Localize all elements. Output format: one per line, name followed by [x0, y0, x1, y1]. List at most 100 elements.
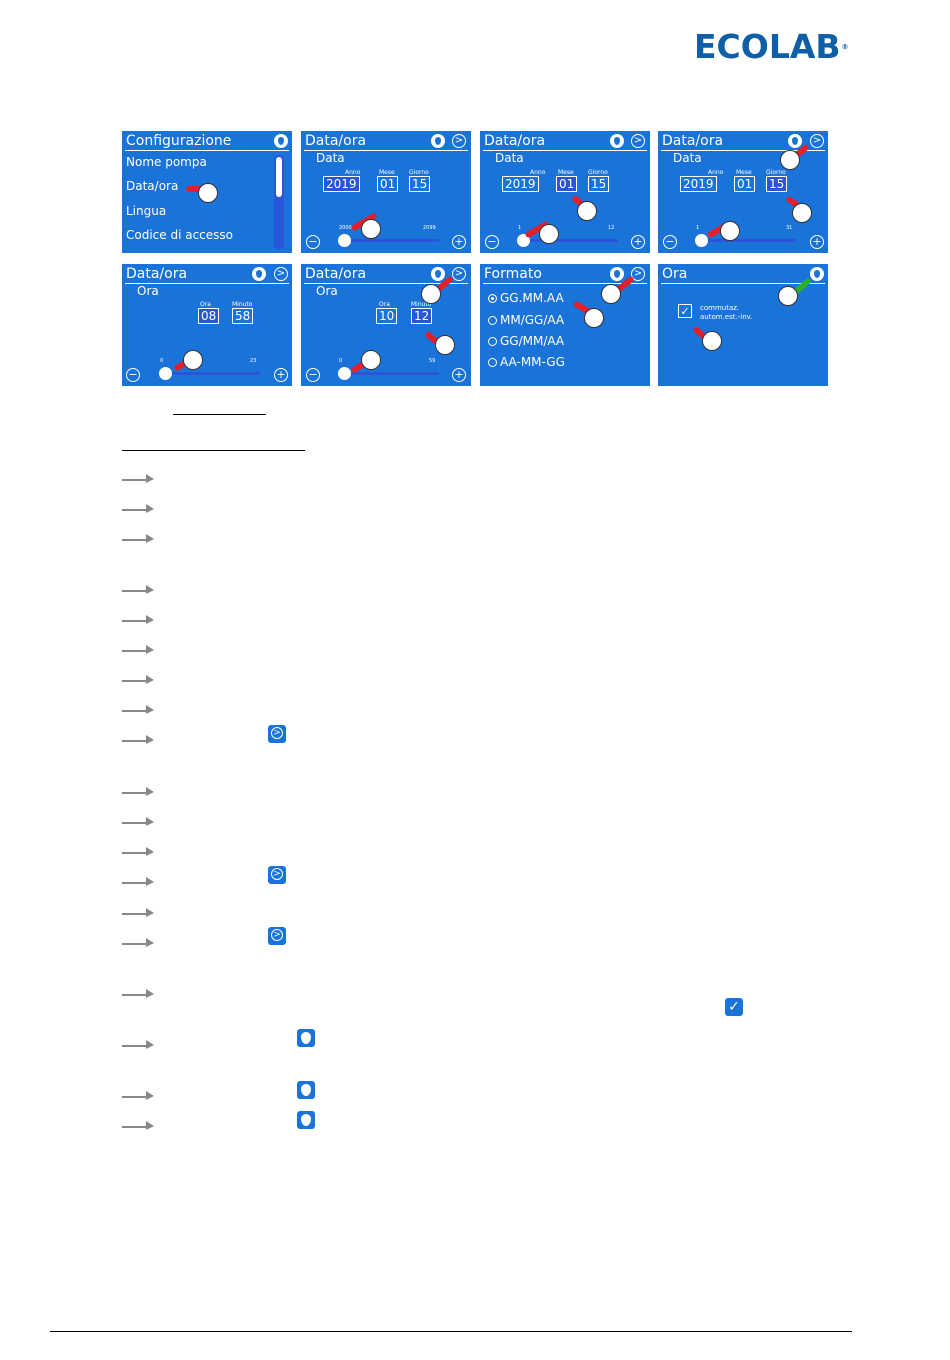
- radio-icon[interactable]: [488, 358, 497, 367]
- footer-rule: [50, 1331, 852, 1332]
- month-field[interactable]: 01: [556, 176, 578, 192]
- month-field[interactable]: 01: [377, 176, 399, 192]
- minute-field[interactable]: 58: [232, 308, 254, 324]
- screen-date-format: Formato > GG.MM.AA MM/GG/AA GG/MM/AA AA-…: [480, 264, 650, 386]
- heading-underline: [173, 414, 266, 415]
- screen-title: Data/ora: [662, 133, 724, 149]
- drop-icon[interactable]: [810, 267, 824, 281]
- next-icon: [268, 927, 286, 945]
- hour-field[interactable]: 08: [198, 308, 220, 324]
- section-label: Ora: [316, 284, 338, 298]
- slider-track[interactable]: [518, 239, 618, 242]
- scrollbar-thumb[interactable]: [276, 157, 282, 197]
- next-button[interactable]: >: [631, 267, 645, 281]
- next-button[interactable]: >: [274, 267, 288, 281]
- scrollbar[interactable]: [274, 155, 284, 249]
- slider-max: 2099: [423, 225, 436, 231]
- slider-knob[interactable]: [159, 367, 172, 380]
- day-field[interactable]: 15: [766, 176, 788, 192]
- next-button[interactable]: >: [452, 134, 466, 148]
- step-arrow-icon: [122, 1037, 154, 1049]
- step-arrow-icon: [122, 874, 154, 886]
- slider-track[interactable]: [339, 372, 439, 375]
- plus-button[interactable]: +: [274, 368, 288, 382]
- year-field[interactable]: 2019: [323, 176, 360, 192]
- slider-max: 59: [429, 358, 436, 364]
- drop-icon[interactable]: [610, 134, 624, 148]
- field-label-minute: Minuto: [232, 301, 253, 308]
- menu-item-pump-name[interactable]: Nome pompa: [126, 155, 207, 169]
- menu-item-date-time[interactable]: Data/ora: [126, 179, 179, 193]
- field-label-day: Giorno: [588, 169, 608, 176]
- dst-checkbox-label: commutaz. autom.est.-inv.: [700, 304, 753, 321]
- day-field[interactable]: 15: [588, 176, 610, 192]
- step-arrow-icon: [122, 1118, 154, 1130]
- next-button[interactable]: >: [810, 134, 824, 148]
- field-label-year: Anno: [345, 169, 361, 176]
- year-field[interactable]: 2019: [502, 176, 539, 192]
- minus-button[interactable]: −: [485, 235, 499, 249]
- slider-track[interactable]: [339, 239, 439, 242]
- day-field[interactable]: 15: [409, 176, 431, 192]
- step-arrow-icon: [122, 642, 154, 654]
- step-arrow-icon: [122, 844, 154, 856]
- radio-selected-icon[interactable]: [488, 294, 497, 303]
- radio-icon[interactable]: [488, 337, 497, 346]
- dst-checkbox[interactable]: ✓: [678, 304, 692, 318]
- format-option[interactable]: GG/MM/AA: [488, 334, 564, 348]
- callout-marker: [702, 331, 722, 351]
- callout-marker: [435, 335, 455, 355]
- callout-marker: [361, 219, 381, 239]
- format-option[interactable]: AA-MM-GG: [488, 355, 565, 369]
- screen-title: Data/ora: [305, 133, 367, 149]
- section-label: Data: [673, 151, 702, 165]
- minus-button[interactable]: −: [663, 235, 677, 249]
- format-option[interactable]: MM/GG/AA: [488, 313, 564, 327]
- slider-knob[interactable]: [695, 234, 708, 247]
- callout-marker: [792, 203, 812, 223]
- slider-min: 1: [518, 225, 522, 231]
- minus-button[interactable]: −: [126, 368, 140, 382]
- title-divider: [125, 283, 289, 284]
- next-icon: [268, 866, 286, 884]
- field-label-hour: Ora: [200, 301, 211, 308]
- drop-icon[interactable]: [610, 267, 624, 281]
- step-arrow-icon: [122, 672, 154, 684]
- month-field[interactable]: 01: [734, 176, 756, 192]
- callout-marker: [584, 308, 604, 328]
- title-divider: [304, 283, 468, 284]
- callout-marker: [778, 286, 798, 306]
- screen-time-minute: Data/ora > Ora Ora Minuto 10 12 0 59 − +: [301, 264, 471, 386]
- minus-button[interactable]: −: [306, 368, 320, 382]
- plus-button[interactable]: +: [452, 235, 466, 249]
- field-label-month: Mese: [736, 169, 752, 176]
- drop-icon[interactable]: [274, 134, 288, 148]
- drop-icon: [297, 1111, 315, 1129]
- plus-button[interactable]: +: [452, 368, 466, 382]
- slider-knob[interactable]: [338, 234, 351, 247]
- drop-icon[interactable]: [431, 267, 445, 281]
- plus-button[interactable]: +: [631, 235, 645, 249]
- drop-icon[interactable]: [431, 134, 445, 148]
- step-arrow-icon: [122, 784, 154, 796]
- format-option-label: GG.MM.AA: [500, 291, 564, 305]
- minus-button[interactable]: −: [306, 235, 320, 249]
- radio-icon[interactable]: [488, 316, 497, 325]
- hour-field[interactable]: 10: [376, 308, 398, 324]
- slider-knob[interactable]: [338, 367, 351, 380]
- format-option-label: MM/GG/AA: [500, 313, 565, 327]
- menu-item-language[interactable]: Lingua: [126, 204, 167, 218]
- step-arrow-icon: [122, 732, 154, 744]
- drop-icon[interactable]: [788, 134, 802, 148]
- format-option[interactable]: GG.MM.AA: [488, 291, 564, 305]
- slider-track[interactable]: [696, 239, 796, 242]
- minute-field[interactable]: 12: [411, 308, 433, 324]
- next-button[interactable]: >: [452, 267, 466, 281]
- next-button[interactable]: >: [631, 134, 645, 148]
- plus-button[interactable]: +: [810, 235, 824, 249]
- menu-item-access-code[interactable]: Codice di accesso: [126, 228, 234, 242]
- year-field[interactable]: 2019: [680, 176, 717, 192]
- drop-icon[interactable]: [252, 267, 266, 281]
- slider-min: 0: [160, 358, 164, 364]
- slider-track[interactable]: [160, 372, 260, 375]
